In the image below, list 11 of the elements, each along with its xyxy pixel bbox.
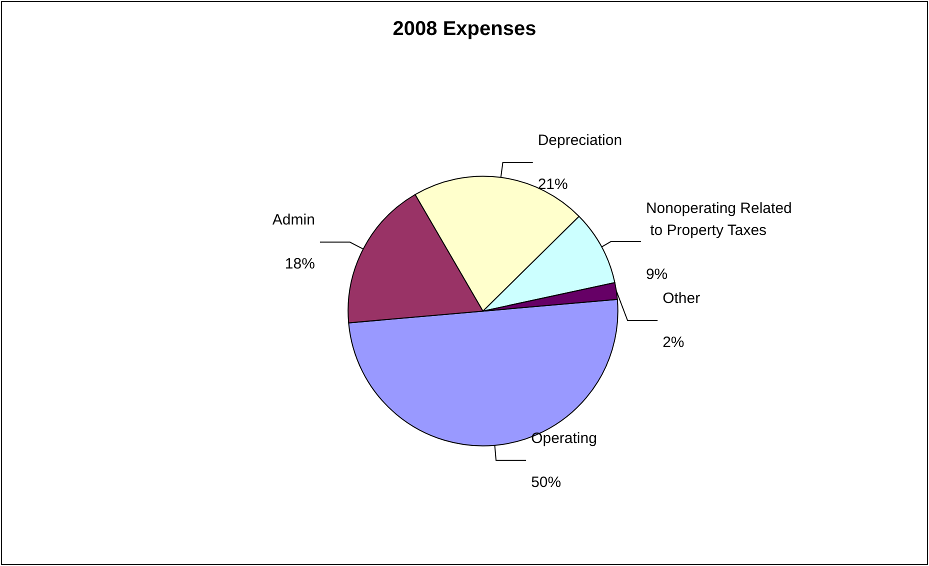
data-label: 21% [538,176,568,194]
data-label: 2% [662,334,684,352]
slice-label: Admin [272,212,315,229]
slice-label: Operating [531,430,597,447]
data-label: 18% [284,256,315,273]
slice-label: Other [662,290,700,308]
data-label: 50% [531,474,562,491]
slice-label: Depreciation [538,132,622,150]
data-label: 9% [646,266,668,284]
slice-label: Nonoperating Related to Property Taxes [646,200,792,240]
chart-title: 2008 Expenses [392,18,536,40]
